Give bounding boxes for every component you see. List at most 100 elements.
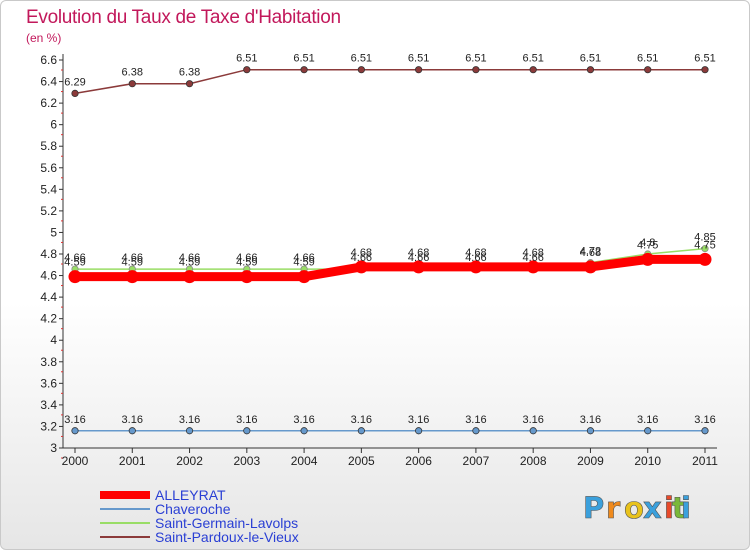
data-label: 3.16: [580, 414, 601, 426]
data-point: [128, 427, 136, 435]
y-tick-label: 6.4: [40, 75, 57, 89]
data-point: [415, 427, 423, 435]
x-tick-label: 2010: [634, 454, 661, 468]
data-point: [469, 260, 483, 274]
y-tick-label: 5: [50, 225, 57, 239]
data-point: [698, 252, 712, 266]
data-label: 4.68: [465, 247, 486, 259]
series-layer: [68, 66, 712, 435]
legend-label: Chaveroche: [155, 501, 231, 517]
data-label: 4.66: [236, 252, 257, 264]
y-tick-label: 6.2: [40, 96, 57, 110]
data-point: [354, 260, 368, 274]
data-point: [472, 66, 480, 74]
data-label: 3.16: [694, 414, 715, 426]
data-label: 3.16: [637, 414, 658, 426]
data-label: 4.68: [522, 247, 543, 259]
legend-label: Saint-Pardoux-le-Vieux: [155, 529, 299, 545]
y-tick-label: 4.6: [40, 269, 57, 283]
data-label: 4.72: [580, 246, 601, 258]
data-point: [641, 252, 655, 266]
y-tick-label: 5.4: [40, 182, 57, 196]
legend: ALLEYRATChaverocheSaint-Germain-LavolpsS…: [100, 487, 299, 545]
y-tick-label: 5.8: [40, 139, 57, 153]
x-tick-label: 2007: [463, 454, 490, 468]
data-label: 3.16: [293, 414, 314, 426]
y-axis-unit: (en %): [26, 31, 62, 45]
data-point: [415, 66, 423, 74]
data-label: 6.29: [64, 76, 85, 88]
data-label: 4.59: [236, 257, 257, 269]
data-point: [644, 427, 652, 435]
data-label: 4.66: [122, 252, 143, 264]
data-label: 6.51: [580, 53, 601, 65]
data-point: [529, 427, 537, 435]
logo-letter: i: [664, 491, 674, 525]
data-label: 4.8: [640, 237, 655, 249]
data-label: 3.16: [351, 414, 372, 426]
x-tick-label: 2008: [520, 454, 547, 468]
axes: 33.23.43.63.844.24.44.64.855.25.45.65.86…: [40, 53, 718, 468]
data-point: [586, 66, 595, 74]
x-tick-label: 2003: [233, 454, 260, 468]
y-tick-label: 4.4: [40, 290, 57, 304]
data-label: 6.51: [694, 53, 715, 65]
data-point: [526, 260, 540, 274]
data-point: [300, 66, 308, 74]
data-point: [701, 427, 709, 435]
data-label: 4.66: [408, 252, 429, 264]
data-label: 4.66: [465, 252, 486, 264]
x-tick-label: 2000: [62, 454, 89, 468]
data-point: [357, 427, 365, 435]
data-label: 4.68: [351, 247, 372, 259]
data-label: 4.75: [694, 239, 715, 251]
data-label: 6.51: [522, 53, 543, 65]
data-label: 4.59: [179, 257, 200, 269]
x-tick-label: 2006: [405, 454, 432, 468]
data-label: 6.51: [637, 53, 658, 65]
data-label: 6.38: [179, 67, 200, 79]
data-point: [71, 89, 79, 98]
logo-letter: x: [643, 491, 662, 525]
data-point: [357, 66, 365, 74]
data-label: 3.16: [465, 414, 486, 426]
legend-label: ALLEYRAT: [155, 487, 226, 503]
data-label: 4.59: [122, 257, 143, 269]
data-point: [472, 427, 480, 435]
data-label: 4.75: [637, 239, 658, 251]
data-point: [243, 66, 251, 74]
data-label: 6.51: [351, 53, 372, 65]
logo-letter: P: [583, 491, 604, 525]
data-label: 4.68: [580, 247, 601, 259]
data-point: [125, 270, 139, 284]
data-point: [300, 427, 308, 435]
data-label: 6.51: [408, 53, 429, 65]
data-label: 4.66: [522, 252, 543, 264]
data-label: 3.16: [236, 414, 257, 426]
chart-title: Evolution du Taux de Taxe d'Habitation: [26, 7, 341, 28]
data-point: [185, 80, 194, 88]
data-label: 4.59: [64, 257, 85, 269]
data-label: 4.59: [293, 257, 314, 269]
data-label: 6.51: [293, 53, 314, 65]
y-tick-label: 4.8: [40, 247, 57, 261]
data-point: [297, 270, 311, 284]
y-tick-label: 6.6: [40, 53, 57, 67]
y-tick-label: 6: [50, 118, 57, 132]
logo-letter: o: [624, 491, 644, 525]
data-label: 3.16: [408, 414, 429, 426]
y-tick-label: 3.4: [40, 398, 57, 412]
data-point: [243, 427, 251, 435]
y-tick-label: 4: [50, 333, 57, 347]
data-label: 4.66: [351, 252, 372, 264]
data-label: 3.16: [179, 414, 200, 426]
x-tick-label: 2001: [119, 454, 146, 468]
x-tick-label: 2004: [291, 454, 318, 468]
y-tick-label: 5.6: [40, 161, 57, 175]
x-tick-label: 2009: [577, 454, 604, 468]
data-point: [185, 427, 194, 435]
logo-letter: r: [606, 491, 621, 525]
data-point: [701, 66, 709, 74]
